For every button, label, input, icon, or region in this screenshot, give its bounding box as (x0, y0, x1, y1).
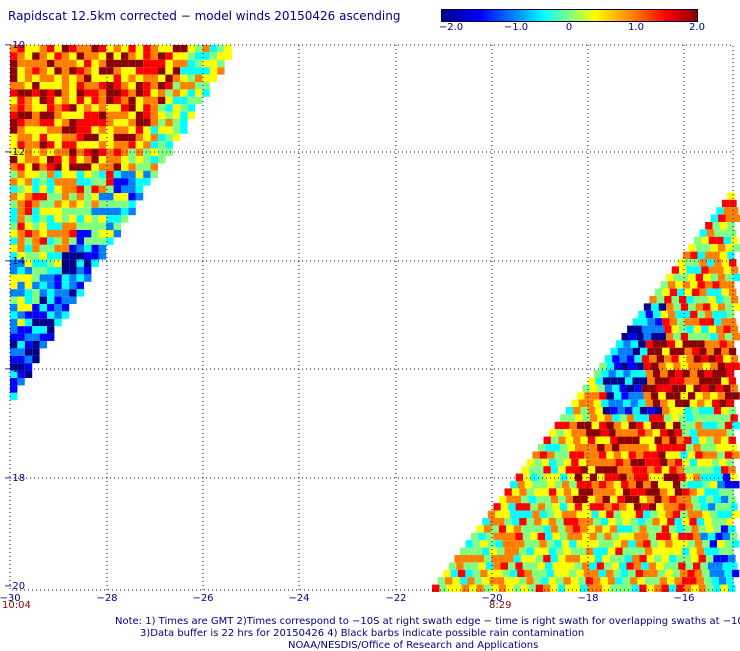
lon-tick-22: −22 (385, 593, 406, 604)
colorbar-label-pos2: 2.0 (689, 22, 705, 33)
wind-swath-cells (10, 45, 740, 592)
colorbar-label-neg1: −1.0 (503, 22, 529, 33)
note-line-3: NOAA/NESDIS/Office of Research and Appli… (288, 640, 539, 651)
lon-tick-24: −24 (288, 593, 309, 604)
lon-tick-28: −28 (96, 593, 117, 604)
lat-tick-14: −14 (4, 256, 25, 267)
lat-tick-20: −20 (4, 581, 25, 592)
colorbar-label-neg2: −2.0 (438, 22, 464, 33)
note-line-1: Note: 1) Times are GMT 2)Times correspon… (115, 616, 740, 627)
colorbar-label-pos1: 1.0 (628, 22, 644, 33)
note-line-2: 3)Data buffer is 22 hrs for 20150426 4) … (140, 628, 585, 639)
lon-tick-20: −20 (481, 593, 502, 604)
lon-tick-30: −30 (0, 593, 21, 604)
lat-tick-18: −18 (4, 473, 25, 484)
lat-tick-10: −10 (4, 40, 25, 51)
colorbar-label-zero: 0 (565, 22, 573, 33)
lon-tick-16: −16 (673, 593, 694, 604)
lat-tick-12: −12 (4, 147, 25, 158)
map-grid (10, 45, 733, 590)
lon-tick-18: −18 (577, 593, 598, 604)
swath-time-right: 8:29 (489, 600, 512, 611)
lon-tick-26: −26 (192, 593, 213, 604)
map-title: Rapidscat 12.5km corrected − model winds… (8, 9, 401, 23)
lat-tick-16: −16 (4, 364, 25, 375)
colorbar (441, 9, 698, 22)
swath-time-left: 10:04 (2, 600, 31, 611)
